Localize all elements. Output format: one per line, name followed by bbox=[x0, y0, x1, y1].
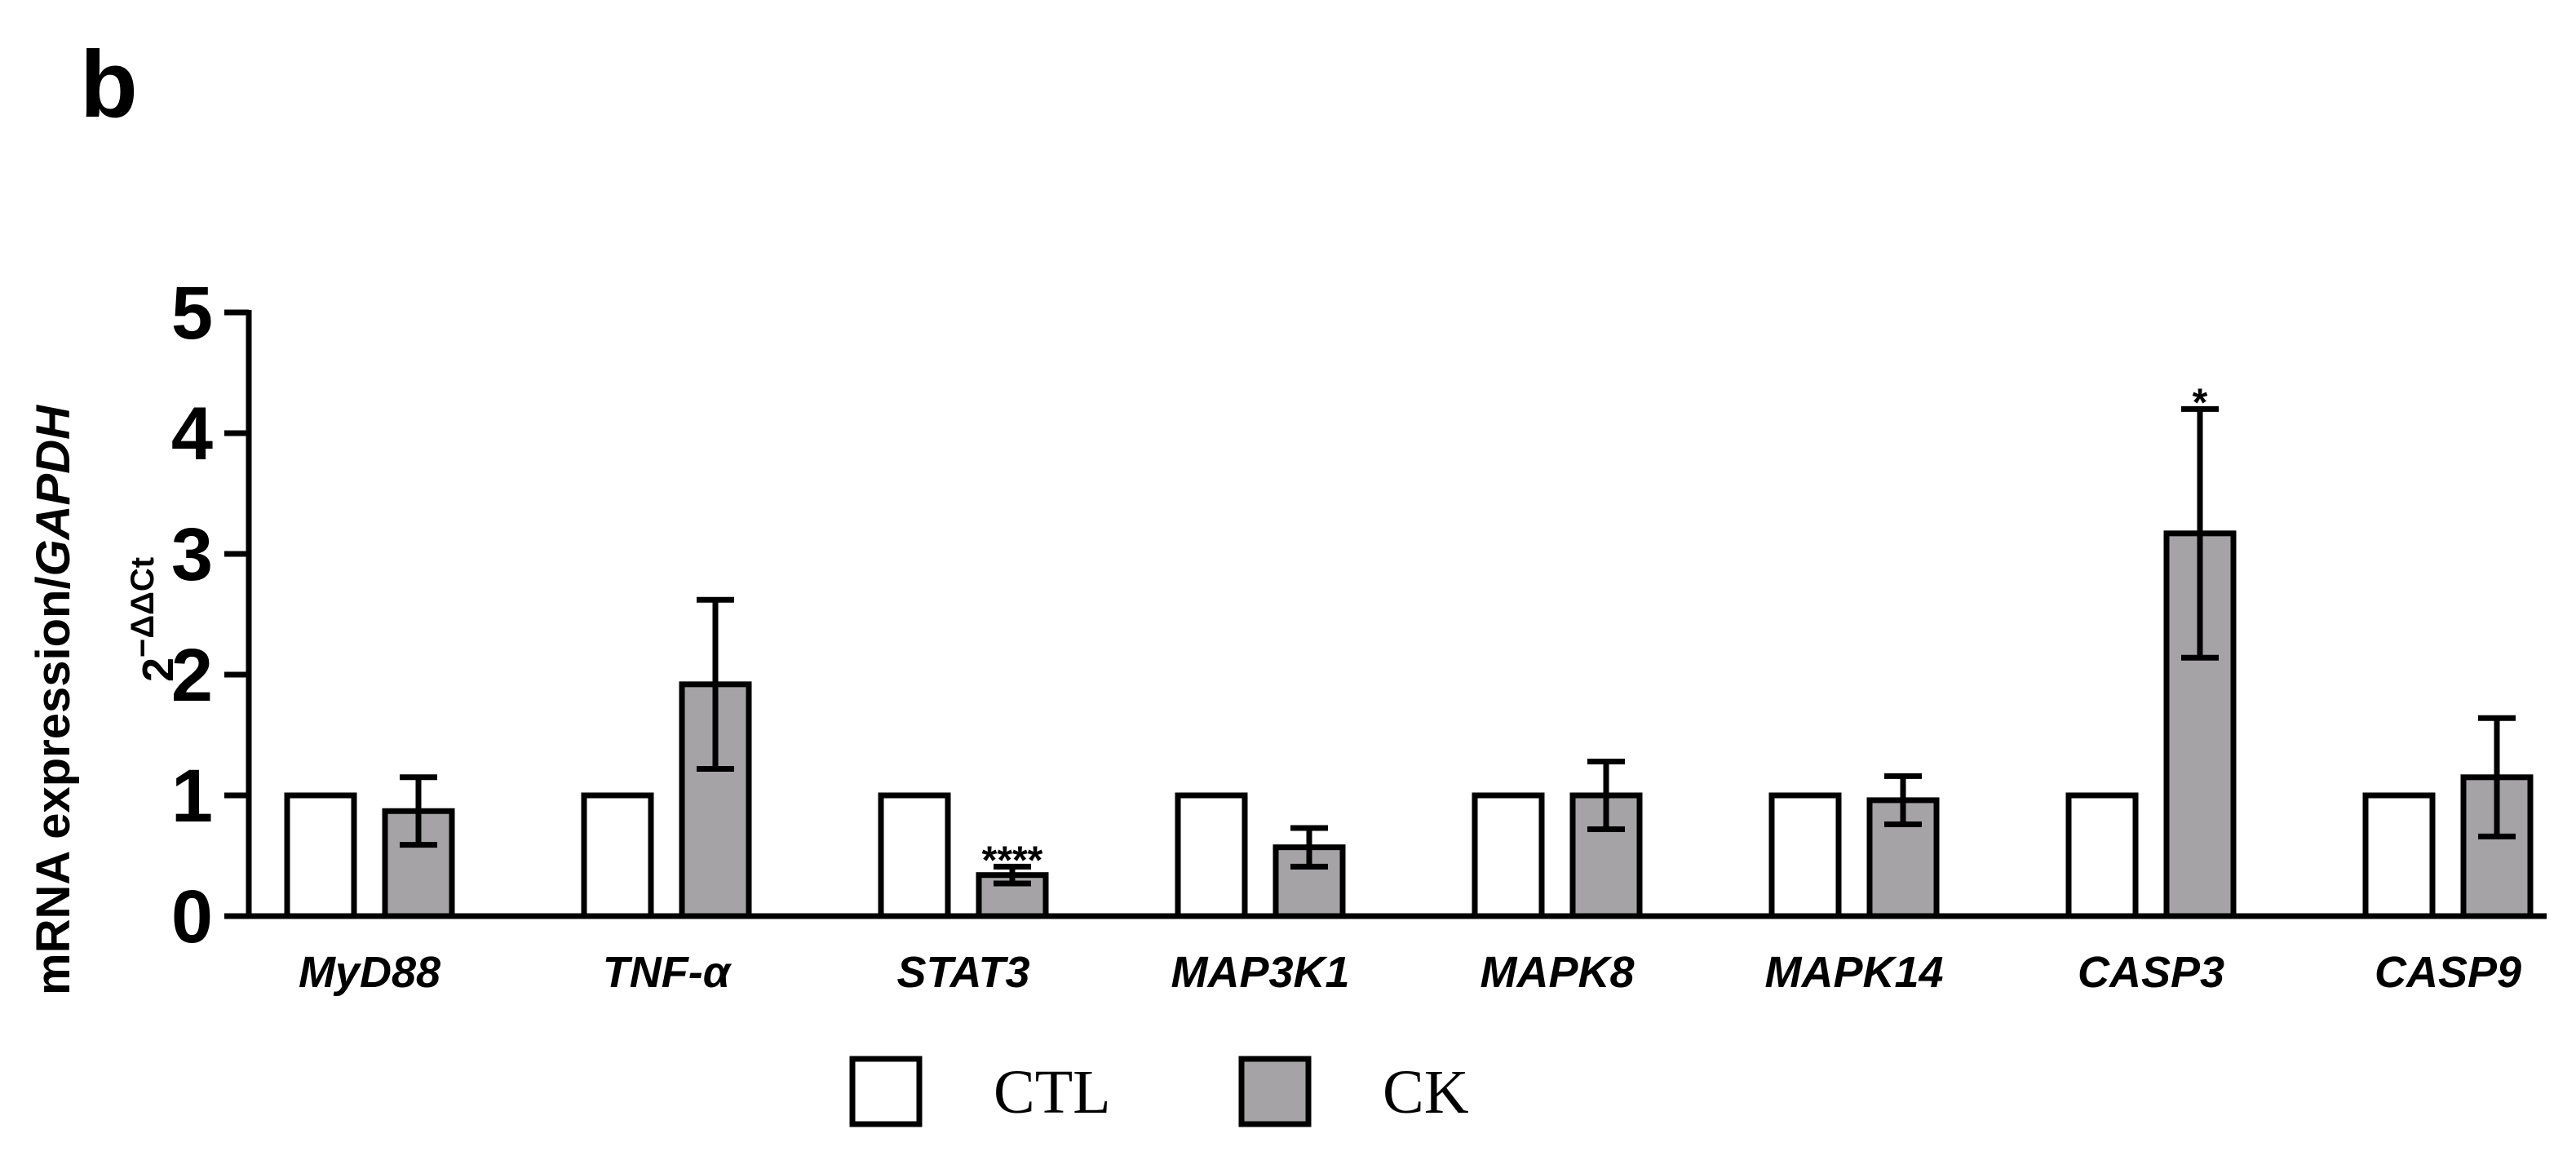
bar-CTL-3 bbox=[1175, 792, 1248, 919]
y-axis-label-plain: mRNA expression/ bbox=[27, 576, 80, 995]
bar-CTL-5 bbox=[1768, 792, 1842, 919]
x-tick-label-3: MAP3K1 bbox=[1171, 948, 1349, 997]
bar-CTL-2 bbox=[878, 792, 951, 919]
plot-area: 0 1 2 3 4 5 MyD88 TNF-α STAT3 MAP3K1 MAPK8 MAPK14 CA… bbox=[171, 272, 2547, 997]
error-bar-CK-2 bbox=[994, 863, 1031, 887]
svg-text:mRNA expression/GAPDH: mRNA expression/GAPDH bbox=[27, 405, 80, 995]
legend-item-CTL: CTL bbox=[849, 1056, 1111, 1127]
bar-CK-0 bbox=[382, 808, 455, 919]
error-bar-CK-1 bbox=[697, 596, 734, 772]
y-tick-label-2: 2 bbox=[171, 634, 213, 717]
y-axis-secondary-label: 2−ΔΔCt bbox=[125, 557, 183, 682]
y-tick-label-5: 5 bbox=[171, 272, 213, 355]
bar-CTL-1 bbox=[581, 792, 654, 919]
legend-swatch-CTL bbox=[849, 1056, 923, 1127]
bar-CTL-4 bbox=[1472, 792, 1545, 919]
y-axis-label: mRNA expression/GAPDH bbox=[27, 405, 80, 995]
y-axis-secondary-base: 2 bbox=[134, 658, 183, 682]
error-bar-CK-5 bbox=[1884, 773, 1922, 828]
bar-CK-1 bbox=[679, 681, 752, 919]
panel-label: b bbox=[80, 31, 138, 137]
legend-label-CTL: CTL bbox=[994, 1058, 1111, 1127]
error-bar-CK-6 bbox=[2181, 405, 2219, 661]
legend-swatch-CK bbox=[1238, 1056, 1312, 1127]
bar-CTL-0 bbox=[284, 792, 357, 919]
y-axis-label-gene: GAPDH bbox=[27, 405, 80, 577]
y-tick-label-3: 3 bbox=[171, 513, 213, 596]
svg-text:2−ΔΔCt: 2−ΔΔCt bbox=[125, 557, 183, 682]
x-tick-label-2: STAT3 bbox=[896, 948, 1029, 997]
x-tick-label-7: CASP9 bbox=[2375, 948, 2521, 997]
y-tick-label-0: 0 bbox=[171, 875, 213, 959]
x-tick-label-0: MyD88 bbox=[299, 948, 440, 997]
x-tick-label-1: TNF-α bbox=[603, 948, 733, 997]
legend: CTL CK bbox=[849, 1056, 1469, 1127]
y-tick-label-1: 1 bbox=[171, 755, 213, 838]
error-bar-CK-3 bbox=[1290, 825, 1328, 870]
error-bar-CK-0 bbox=[400, 774, 437, 848]
error-bar-CK-4 bbox=[1587, 759, 1625, 832]
error-bar-CK-7 bbox=[2478, 715, 2516, 839]
y-axis-secondary-exponent: −ΔΔCt bbox=[125, 557, 161, 658]
bar-CTL-6 bbox=[2065, 792, 2139, 919]
significance-annotation-1: * bbox=[2193, 381, 2208, 424]
x-tick-label-4: MAPK8 bbox=[1480, 948, 1634, 997]
legend-item-CK: CK bbox=[1238, 1056, 1469, 1127]
bar-CTL-7 bbox=[2362, 792, 2436, 919]
x-tick-label-5: MAPK14 bbox=[1764, 948, 1943, 997]
significance-annotation-0: **** bbox=[982, 839, 1043, 882]
legend-label-CK: CK bbox=[1383, 1058, 1469, 1127]
x-tick-label-6: CASP3 bbox=[2078, 948, 2224, 997]
y-tick-label-4: 4 bbox=[171, 392, 213, 476]
